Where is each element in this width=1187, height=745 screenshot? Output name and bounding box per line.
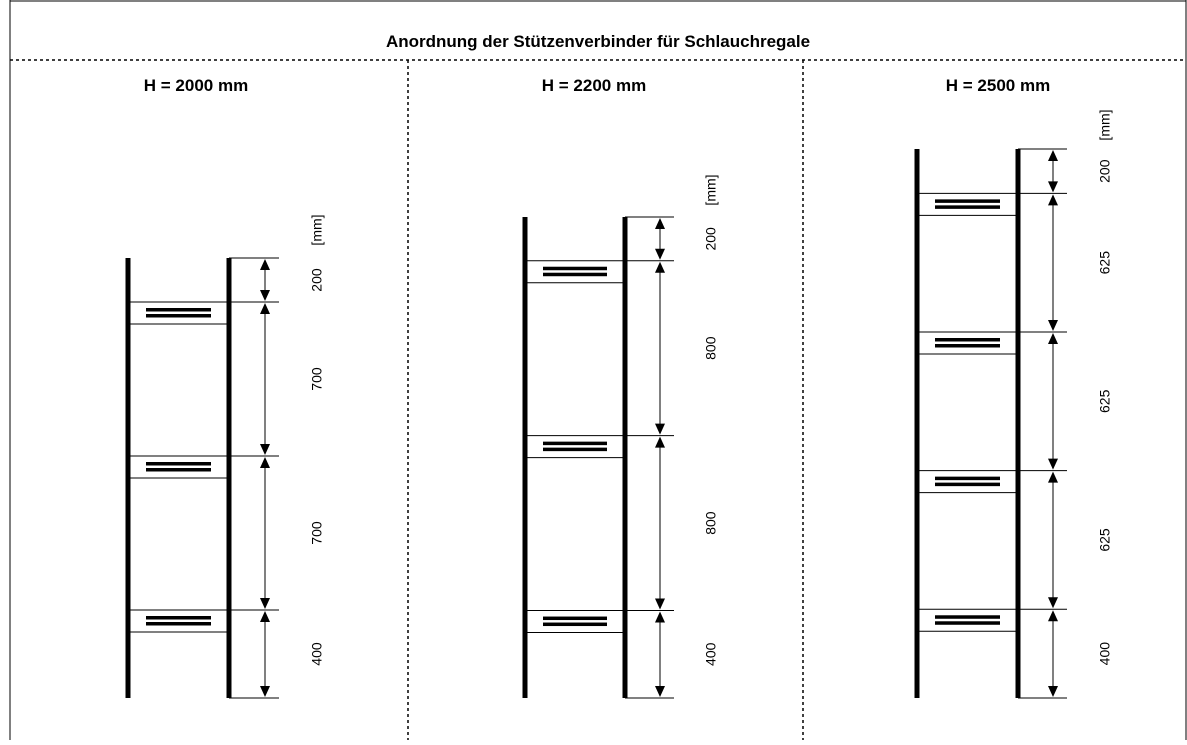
unit-label: [mm]: [703, 174, 719, 205]
connector-plate: [146, 314, 211, 318]
segment-dimension-label: 400: [703, 642, 719, 666]
dimension-arrow-down: [655, 686, 665, 697]
dimension-arrow-down: [655, 598, 665, 610]
segment-dimension-label: 200: [1097, 159, 1113, 183]
column-h2000: H = 2000 mm 200 700 700 400 [mm]: [125, 76, 325, 699]
frame: [9, 0, 1187, 740]
column-heading: H = 2000 mm: [144, 76, 248, 95]
segment-dimension-label: 625: [1097, 528, 1113, 552]
segment-dimension-label: 800: [703, 336, 719, 360]
dimension-arrow-up: [260, 611, 270, 622]
segment-dimension-label: 200: [309, 268, 325, 292]
connector-plate: [146, 616, 211, 620]
connector-plate: [146, 308, 211, 312]
column-connector: [128, 455, 279, 479]
column-h2200: H = 2200 mm 200 800 800 400 [mm]: [522, 76, 719, 699]
unit-label: [mm]: [309, 214, 325, 245]
connector-plate: [935, 482, 1000, 487]
dimension-arrow-down: [655, 423, 665, 435]
dimension-arrow-down: [260, 598, 270, 609]
dimension-arrow-up: [1048, 194, 1058, 206]
dimension-arrow-down: [1048, 320, 1058, 331]
column-connector: [128, 609, 279, 633]
dimension-arrow-up: [655, 261, 665, 273]
dimension-arrow-down: [1048, 597, 1058, 609]
connector-plate: [146, 622, 211, 626]
connector-plate: [543, 266, 607, 271]
connector-plate: [935, 621, 1000, 625]
dimension-arrow-up: [260, 303, 270, 314]
connector-plate: [935, 199, 1000, 203]
dimension-arrow-up: [260, 457, 270, 468]
dimension-arrow-down: [1048, 181, 1058, 193]
dimension-arrow-up: [1048, 471, 1058, 483]
connector-plate: [146, 468, 211, 472]
dimension-arrow-up: [1048, 150, 1058, 161]
dimension-arrow-down: [260, 290, 270, 301]
segment-dimension-label: 700: [309, 521, 325, 545]
dimension-arrow-down: [260, 444, 270, 455]
connector-plate: [543, 622, 607, 627]
diagram-title: Anordnung der Stützenverbinder für Schla…: [386, 32, 810, 51]
connector-plate: [935, 615, 1000, 619]
segment-dimension-label: 400: [1097, 642, 1113, 666]
dimension-arrow-down: [655, 248, 665, 260]
column-connector: [917, 608, 1067, 632]
column-connector: [525, 435, 674, 459]
column-connector: [128, 301, 279, 325]
segment-dimension-label: 625: [1097, 251, 1113, 275]
connector-plate: [935, 338, 1000, 342]
dimension-arrow-up: [1048, 610, 1058, 622]
dimension-arrow-up: [655, 436, 665, 448]
connector-plate: [543, 447, 607, 452]
column-connector: [917, 470, 1067, 494]
connector-plate: [935, 476, 1000, 481]
column-connector: [525, 610, 674, 634]
connector-plate: [146, 462, 211, 466]
connector-plate: [543, 272, 607, 277]
connector-plate: [935, 205, 1000, 209]
segment-dimension-label: 700: [309, 367, 325, 391]
dimension-arrow-down: [1048, 686, 1058, 697]
column-heading: H = 2200 mm: [542, 76, 646, 95]
column-connector: [525, 260, 674, 284]
connector-plate: [543, 441, 607, 446]
dimension-arrow-up: [260, 259, 270, 270]
dimension-arrow-down: [1048, 458, 1058, 470]
column-heading: H = 2500 mm: [946, 76, 1050, 95]
connector-plate: [935, 344, 1000, 348]
segment-dimension-label: 200: [703, 227, 719, 251]
segment-dimension-label: 400: [309, 642, 325, 666]
column-h2500: H = 2500 mm 200 625 625 625 400 [mm]: [914, 76, 1113, 699]
column-connector: [917, 331, 1067, 355]
dimension-arrow-down: [260, 686, 270, 697]
unit-label: [mm]: [1097, 109, 1113, 140]
column-connector: [917, 192, 1067, 216]
segment-dimension-label: 800: [703, 511, 719, 535]
connector-plate: [543, 616, 607, 621]
segment-dimension-label: 625: [1097, 389, 1113, 413]
dimension-arrow-up: [655, 611, 665, 623]
dimension-arrow-up: [1048, 333, 1058, 344]
dimension-arrow-up: [655, 218, 665, 229]
